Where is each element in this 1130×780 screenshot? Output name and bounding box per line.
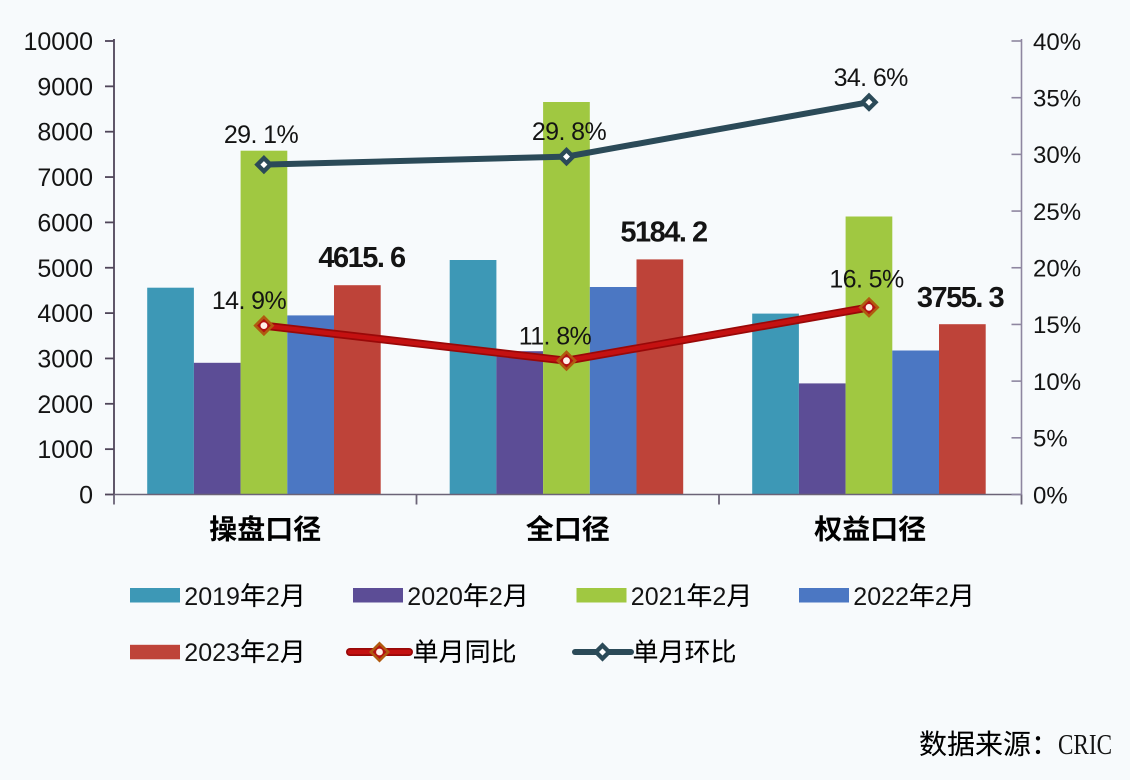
svg-text:10%: 10% xyxy=(1033,369,1081,396)
svg-text:2000: 2000 xyxy=(37,391,93,419)
svg-text:2: 2 xyxy=(935,583,949,611)
svg-text:2020: 2020 xyxy=(407,583,463,611)
svg-text:8000: 8000 xyxy=(37,119,93,147)
svg-text:2019: 2019 xyxy=(184,583,240,611)
svg-text:2: 2 xyxy=(266,583,280,611)
svg-text:2022: 2022 xyxy=(853,583,909,611)
svg-text:20%: 20% xyxy=(1033,256,1081,283)
svg-text:40%: 40% xyxy=(1033,29,1081,56)
svg-text:2: 2 xyxy=(266,639,280,667)
svg-text:0: 0 xyxy=(79,482,93,510)
svg-text:CRIC: CRIC xyxy=(1058,730,1112,761)
svg-text:29. 1%: 29. 1% xyxy=(224,121,299,149)
svg-text:5%: 5% xyxy=(1033,426,1068,453)
svg-text:34. 6%: 34. 6% xyxy=(834,64,909,92)
svg-text:1000: 1000 xyxy=(37,436,93,464)
svg-text:30%: 30% xyxy=(1033,142,1081,169)
svg-text:16. 5%: 16. 5% xyxy=(829,266,904,294)
svg-text:2023: 2023 xyxy=(184,639,240,667)
svg-text:14. 9%: 14. 9% xyxy=(212,287,287,315)
svg-text:10000: 10000 xyxy=(23,28,93,56)
svg-text:5000: 5000 xyxy=(37,255,93,283)
svg-text:6000: 6000 xyxy=(37,209,93,237)
svg-text:9000: 9000 xyxy=(37,73,93,101)
svg-text:4000: 4000 xyxy=(37,300,93,328)
svg-text:35%: 35% xyxy=(1033,86,1081,113)
svg-text:29. 8%: 29. 8% xyxy=(532,118,607,146)
svg-text:15%: 15% xyxy=(1033,312,1081,339)
svg-text:3000: 3000 xyxy=(37,345,93,373)
svg-text:25%: 25% xyxy=(1033,199,1081,226)
svg-text:2: 2 xyxy=(489,583,503,611)
svg-text:5184. 2: 5184. 2 xyxy=(620,217,707,249)
svg-text:7000: 7000 xyxy=(37,164,93,192)
svg-text:4615. 6: 4615. 6 xyxy=(318,242,406,274)
svg-text:3755. 3: 3755. 3 xyxy=(917,282,1005,314)
svg-text:0%: 0% xyxy=(1033,482,1068,509)
svg-text:2: 2 xyxy=(712,583,726,611)
svg-text:11. 8%: 11. 8% xyxy=(519,322,592,350)
svg-text:2021: 2021 xyxy=(631,583,687,611)
